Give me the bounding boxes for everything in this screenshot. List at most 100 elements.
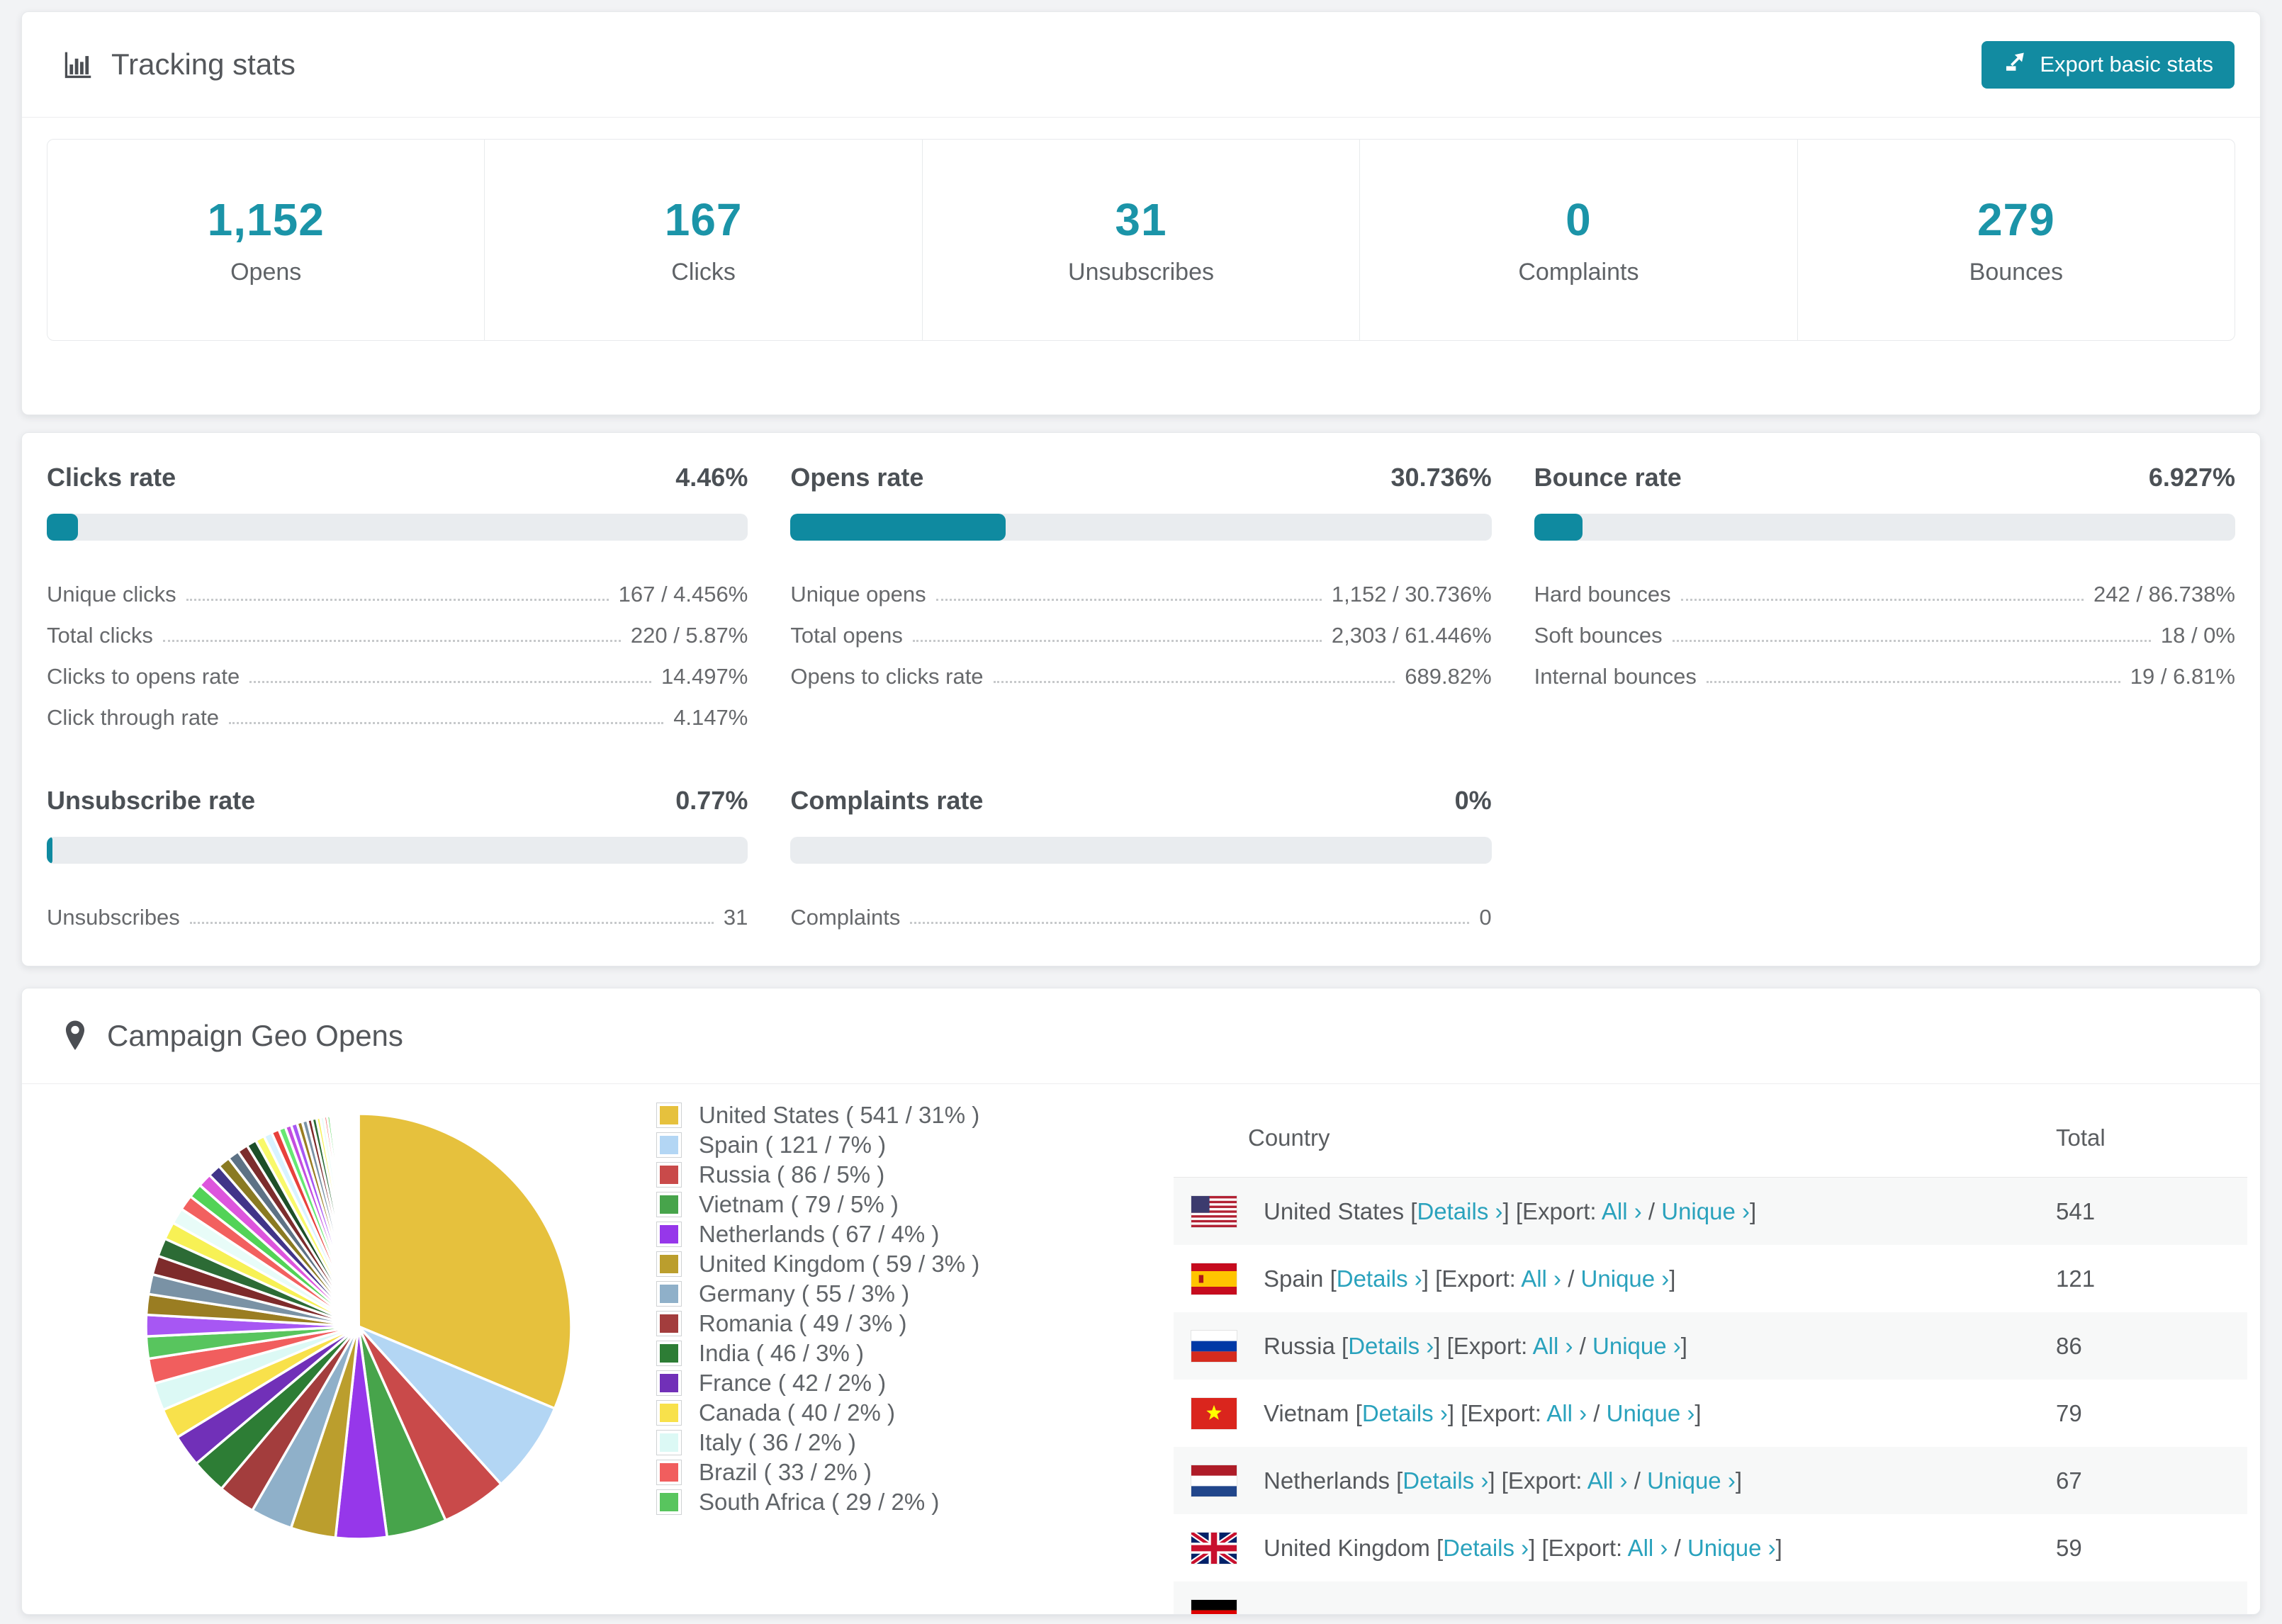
legend-label: Vietnam ( 79 / 5% ) [699, 1191, 899, 1217]
geo-opens-table: Country Total United States [Details ›] … [1174, 1098, 2247, 1614]
stat-label: Unsubscribes [1068, 259, 1214, 286]
export-unique-link[interactable]: Unique › [1606, 1399, 1695, 1426]
geo-table-rows: United States [Details ›] [Export: All ›… [1174, 1178, 2247, 1614]
rate-detail-total-clicks: Total clicks 220 / 5.87% [47, 613, 748, 654]
slash-text: / [1573, 1332, 1593, 1359]
stat-value: 31 [1115, 194, 1167, 245]
rate-detail-clicks-to-opens-rate: Clicks to opens rate 14.497% [47, 654, 748, 695]
rate-title: Bounce rate [1534, 463, 1682, 492]
details-link[interactable]: Details › [1443, 1534, 1529, 1561]
dotted-leader [1680, 599, 2084, 601]
legend-item-brazil: Brazil ( 33 / 2% ) [656, 1457, 979, 1487]
rate-detail-opens-to-clicks-rate: Opens to clicks rate 689.82% [790, 654, 1491, 695]
rate-title: Opens rate [790, 463, 924, 492]
legend-item-netherlands: Netherlands ( 67 / 4% ) [656, 1219, 979, 1249]
legend-label: France ( 42 / 2% ) [699, 1370, 887, 1396]
pie-slice-united-states [357, 1112, 573, 1411]
detail-label: Hard bounces [1534, 582, 1671, 607]
bracket-text: ] [Export: [1488, 1467, 1587, 1494]
export-unique-link[interactable]: Unique › [1687, 1534, 1776, 1561]
country-cell-text: Russia [Details ›] [Export: All › / Uniq… [1264, 1333, 1687, 1360]
legend-item-russia: Russia ( 86 / 5% ) [656, 1160, 979, 1190]
rate-block-unsubscribe-rate: Unsubscribe rate 0.77% Unsubscribes 31 [47, 786, 748, 936]
country-name: Russia [ [1264, 1332, 1349, 1359]
map-pin-icon [62, 1020, 89, 1052]
legend-label: Brazil ( 33 / 2% ) [699, 1459, 872, 1485]
legend-label: Germany ( 55 / 3% ) [699, 1280, 910, 1307]
stat-bounces: 279 Bounces [1798, 140, 2235, 340]
stat-unsubscribes: 31 Unsubscribes [923, 140, 1361, 340]
tracking-stats-header: Tracking stats Export basic stats [22, 12, 2260, 118]
export-all-link[interactable]: All › [1587, 1467, 1628, 1494]
stat-value: 279 [1977, 194, 2055, 245]
details-link[interactable]: Details › [1336, 1265, 1422, 1292]
detail-label: Unique clicks [47, 582, 176, 607]
detail-label: Click through rate [47, 705, 219, 730]
export-all-link[interactable]: All › [1546, 1399, 1587, 1426]
country-name: Spain [ [1264, 1265, 1337, 1292]
bracket-text: ] [1669, 1265, 1676, 1292]
legend-label: Spain ( 121 / 7% ) [699, 1132, 887, 1158]
rate-detail-internal-bounces: Internal bounces 19 / 6.81% [1534, 654, 2235, 695]
stats-summary: 1,152 Opens 167 Clicks 31 Unsubscribes 0 Compla… [47, 139, 2235, 341]
rate-value: 4.46% [675, 463, 748, 492]
detail-value: 167 / 4.456% [618, 582, 748, 607]
dotted-leader [186, 599, 609, 601]
rate-value: 0% [1454, 786, 1492, 815]
legend-swatch [656, 1281, 682, 1307]
legend-swatch [656, 1370, 682, 1396]
rate-progress-fill [790, 514, 1006, 541]
legend-item-south-africa: South Africa ( 29 / 2% ) [656, 1487, 979, 1517]
detail-value: 0 [1479, 905, 1492, 930]
legend-swatch [656, 1460, 682, 1485]
legend-label: Italy ( 36 / 2% ) [699, 1429, 856, 1455]
export-all-link[interactable]: All › [1532, 1332, 1573, 1359]
nl-flag-icon [1191, 1464, 1237, 1497]
rate-detail-click-through-rate: Click through rate 4.147% [47, 695, 748, 736]
pie-legend: United States ( 541 / 31% ) Spain ( 121 /… [656, 1100, 979, 1517]
rate-detail-complaints: Complaints 0 [790, 895, 1491, 936]
export-unique-link[interactable]: Unique › [1580, 1265, 1670, 1292]
detail-label: Total clicks [47, 623, 153, 648]
details-link[interactable]: Details › [1361, 1399, 1448, 1426]
rate-progress-bar [1534, 514, 2235, 541]
dotted-leader [935, 599, 1322, 601]
geo-row-spain: Spain [Details ›] [Export: All › / Uniqu… [1174, 1245, 2247, 1312]
details-link[interactable]: Details › [1417, 1197, 1503, 1224]
export-basic-stats-label: Export basic stats [2040, 52, 2213, 77]
export-unique-link[interactable]: Unique › [1661, 1197, 1750, 1224]
stat-clicks: 167 Clicks [485, 140, 923, 340]
export-unique-link[interactable]: Unique › [1592, 1332, 1681, 1359]
tracking-stats-title: Tracking stats [62, 47, 296, 81]
bracket-text: ] [1775, 1534, 1782, 1561]
slash-text: / [1641, 1197, 1662, 1224]
legend-item-united-states: United States ( 541 / 31% ) [656, 1100, 979, 1130]
campaign-geo-opens-card: Campaign Geo Opens United States ( 541 /… [21, 988, 2261, 1615]
detail-label: Complaints [790, 905, 901, 930]
country-cell-text: Netherlands [Details ›] [Export: All › /… [1264, 1467, 1742, 1494]
bracket-text: ] [Export: [1447, 1399, 1547, 1426]
stats-wrap: 1,152 Opens 167 Clicks 31 Unsubscribes 0 Compla… [22, 118, 2260, 341]
legend-item-india: India ( 46 / 3% ) [656, 1338, 979, 1368]
legend-item-vietnam: Vietnam ( 79 / 5% ) [656, 1190, 979, 1219]
total-cell: 79 [2056, 1399, 2082, 1426]
export-all-link[interactable]: All › [1601, 1197, 1642, 1224]
export-basic-stats-button[interactable]: Export basic stats [1982, 40, 2235, 89]
detail-label: Unique opens [790, 582, 926, 607]
country-name: Netherlands [ [1264, 1467, 1403, 1494]
detail-label: Soft bounces [1534, 623, 1663, 648]
export-all-link[interactable]: All › [1627, 1534, 1668, 1561]
bracket-text: ] [1680, 1332, 1687, 1359]
export-all-link[interactable]: All › [1521, 1265, 1562, 1292]
geo-header: Campaign Geo Opens [22, 988, 2260, 1084]
export-unique-link[interactable]: Unique › [1647, 1467, 1736, 1494]
detail-value: 2,303 / 61.446% [1331, 623, 1492, 648]
details-link[interactable]: Details › [1403, 1467, 1489, 1494]
dotted-leader [993, 681, 1395, 683]
geo-title-text: Campaign Geo Opens [107, 1019, 403, 1052]
details-link[interactable]: Details › [1348, 1332, 1434, 1359]
us-flag-icon [1191, 1195, 1237, 1228]
legend-swatch [656, 1341, 682, 1366]
detail-value: 689.82% [1405, 664, 1492, 689]
de-flag-icon [1191, 1598, 1237, 1614]
